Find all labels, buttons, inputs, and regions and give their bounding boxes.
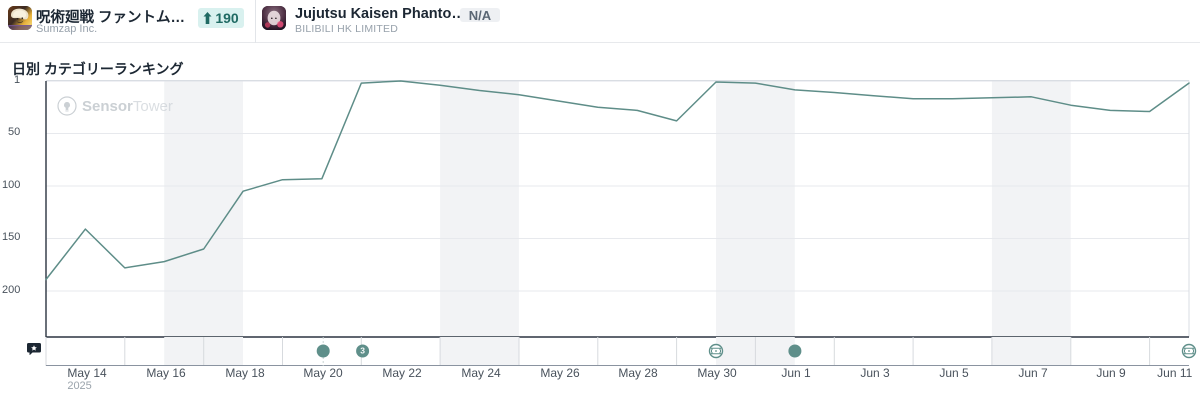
svg-text:SensorTower: SensorTower bbox=[82, 98, 173, 115]
